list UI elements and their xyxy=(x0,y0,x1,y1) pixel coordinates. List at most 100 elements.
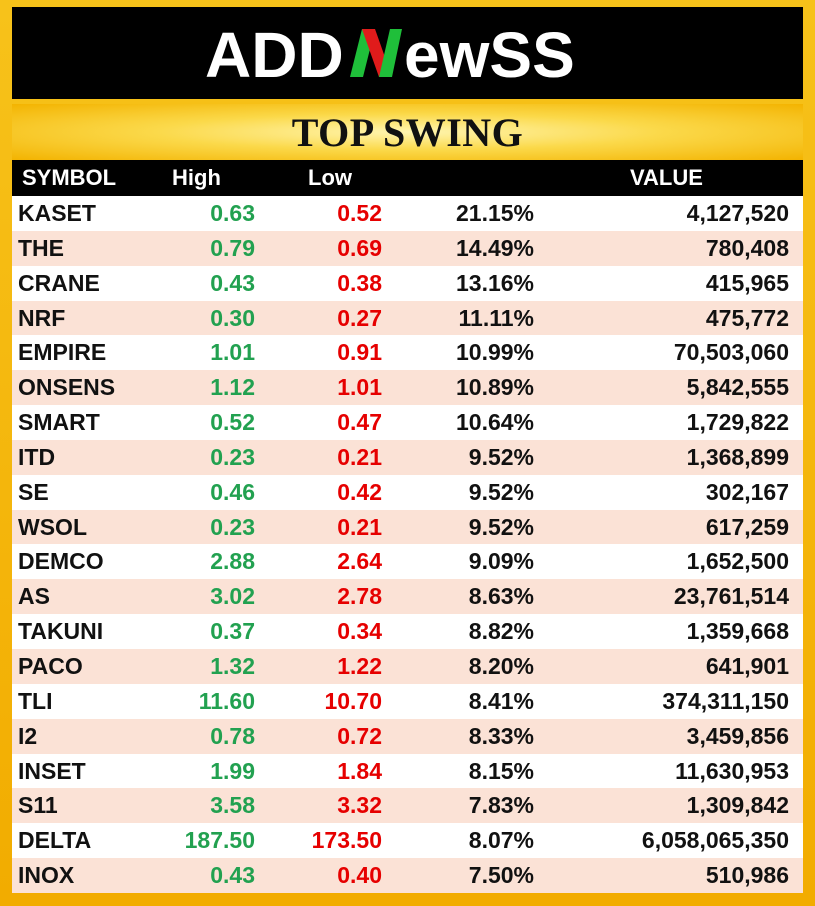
cell-low: 1.22 xyxy=(337,652,382,679)
table-row: CRANE 0.43 0.38 13.16% 415,965 xyxy=(12,265,803,301)
cell-value: 4,127,520 xyxy=(686,200,789,226)
cell-high: 3.58 xyxy=(210,792,255,819)
cell-value: 3,459,856 xyxy=(686,722,789,749)
cell-high: 11.60 xyxy=(198,687,255,714)
header-value: VALUE xyxy=(630,165,703,190)
table-row: PACO 1.32 1.22 8.20% 641,901 xyxy=(12,648,803,684)
table-row: S11 3.58 3.32 7.83% 1,309,842 xyxy=(12,788,803,824)
cell-symbol: I2 xyxy=(18,722,38,749)
cell-symbol: TLI xyxy=(18,687,53,714)
cell-low: 0.47 xyxy=(337,409,382,436)
cell-symbol: TAKUNI xyxy=(18,618,104,645)
cell-symbol: WSOL xyxy=(18,513,87,540)
cell-low: 0.52 xyxy=(337,200,382,226)
cell-high: 187.50 xyxy=(184,827,255,854)
cell-high: 1.32 xyxy=(210,652,255,679)
cell-symbol: DEMCO xyxy=(18,548,104,575)
cell-value: 510,986 xyxy=(705,862,789,889)
cell-symbol: CRANE xyxy=(18,269,100,296)
cell-symbol: INOX xyxy=(18,862,75,889)
cell-symbol: SE xyxy=(18,478,49,505)
cell-low: 2.64 xyxy=(337,548,382,575)
cell-low: 0.69 xyxy=(337,234,382,261)
cell-high: 0.43 xyxy=(210,269,255,296)
cell-high: 0.63 xyxy=(210,200,255,226)
cell-percent: 9.52% xyxy=(468,443,534,470)
table-row: THE 0.79 0.69 14.49% 780,408 xyxy=(12,230,803,266)
table-row: TLI 11.60 10.70 8.41% 374,311,150 xyxy=(12,683,803,719)
table-row: INOX 0.43 0.40 7.50% 510,986 xyxy=(12,858,803,893)
cell-low: 3.32 xyxy=(337,792,382,819)
cell-symbol: PACO xyxy=(18,652,83,679)
cell-high: 0.30 xyxy=(210,304,255,331)
cell-percent: 9.52% xyxy=(468,513,534,540)
cell-value: 415,965 xyxy=(705,269,789,296)
cell-high: 0.52 xyxy=(210,409,255,436)
cell-percent: 8.41% xyxy=(468,687,534,714)
title-band: TOP SWING xyxy=(12,104,803,160)
cell-low: 0.27 xyxy=(337,304,382,331)
cell-percent: 8.82% xyxy=(468,618,534,645)
table-header: SYMBOL High Low VALUE xyxy=(12,160,803,196)
cell-value: 302,167 xyxy=(705,478,789,505)
cell-value: 11,630,953 xyxy=(675,757,789,784)
cell-value: 1,368,899 xyxy=(686,443,789,470)
cell-high: 0.78 xyxy=(210,722,255,749)
cell-low: 1.01 xyxy=(337,374,382,401)
table-row: WSOL 0.23 0.21 9.52% 617,259 xyxy=(12,509,803,545)
cell-value: 5,842,555 xyxy=(686,374,789,401)
table-row: DELTA 187.50 173.50 8.07% 6,058,065,350 xyxy=(12,823,803,859)
cell-value: 23,761,514 xyxy=(673,583,789,610)
table-row: I2 0.78 0.72 8.33% 3,459,856 xyxy=(12,718,803,754)
table-row: INSET 1.99 1.84 8.15% 11,630,953 xyxy=(12,753,803,789)
cell-high: 1.99 xyxy=(210,757,255,784)
page-title: TOP SWING xyxy=(291,109,524,155)
cell-symbol: ONSENS xyxy=(18,374,116,401)
cell-percent: 14.49% xyxy=(455,234,534,261)
table-row: DEMCO 2.88 2.64 9.09% 1,652,500 xyxy=(12,544,803,580)
cell-value: 70,503,060 xyxy=(673,339,789,366)
cell-low: 0.21 xyxy=(337,513,382,540)
cell-symbol: DELTA xyxy=(18,827,92,854)
cell-high: 0.23 xyxy=(210,443,255,470)
cell-symbol: ITD xyxy=(18,443,56,470)
cell-high: 0.79 xyxy=(210,234,255,261)
cell-symbol: INSET xyxy=(18,757,86,784)
cell-high: 1.12 xyxy=(210,374,255,401)
cell-low: 10.70 xyxy=(324,687,382,714)
table-row: SE 0.46 0.42 9.52% 302,167 xyxy=(12,474,803,510)
cell-percent: 8.07% xyxy=(468,827,534,854)
header-symbol: SYMBOL xyxy=(22,165,117,190)
cell-percent: 21.15% xyxy=(455,200,534,226)
addnewss-logo: ADD ewSS xyxy=(205,19,575,91)
cell-percent: 10.64% xyxy=(455,409,534,436)
table-row: NRF 0.30 0.27 11.11% 475,772 xyxy=(12,300,803,336)
table-body: KASET 0.63 0.52 21.15% 4,127,520 THE 0.79 0.69 1… xyxy=(12,196,803,893)
cell-high: 0.43 xyxy=(210,862,255,889)
cell-symbol: NRF xyxy=(18,304,66,331)
cell-low: 0.21 xyxy=(337,443,382,470)
cell-percent: 10.89% xyxy=(455,374,534,401)
cell-value: 475,772 xyxy=(705,304,789,331)
table-row: EMPIRE 1.01 0.91 10.99% 70,503,060 xyxy=(12,335,803,371)
cell-percent: 8.20% xyxy=(468,652,534,679)
cell-low: 0.40 xyxy=(337,862,382,889)
cell-value: 1,652,500 xyxy=(686,548,789,575)
cell-symbol: S11 xyxy=(18,792,58,819)
cell-symbol: AS xyxy=(18,583,50,610)
cell-symbol: SMART xyxy=(18,409,100,436)
cell-percent: 8.15% xyxy=(468,757,534,784)
cell-symbol: EMPIRE xyxy=(18,339,107,366)
cell-low: 0.38 xyxy=(337,269,382,296)
cell-symbol: THE xyxy=(18,234,64,261)
cell-value: 617,259 xyxy=(705,513,789,540)
cell-percent: 9.52% xyxy=(468,478,534,505)
table-row: SMART 0.52 0.47 10.64% 1,729,822 xyxy=(12,405,803,440)
cell-percent: 9.09% xyxy=(468,548,534,575)
svg-text:ADD: ADD xyxy=(205,19,344,91)
cell-low: 173.50 xyxy=(311,827,382,854)
cell-high: 0.23 xyxy=(210,513,255,540)
cell-percent: 8.33% xyxy=(468,722,534,749)
table-row: KASET 0.63 0.52 21.15% 4,127,520 xyxy=(12,196,803,231)
